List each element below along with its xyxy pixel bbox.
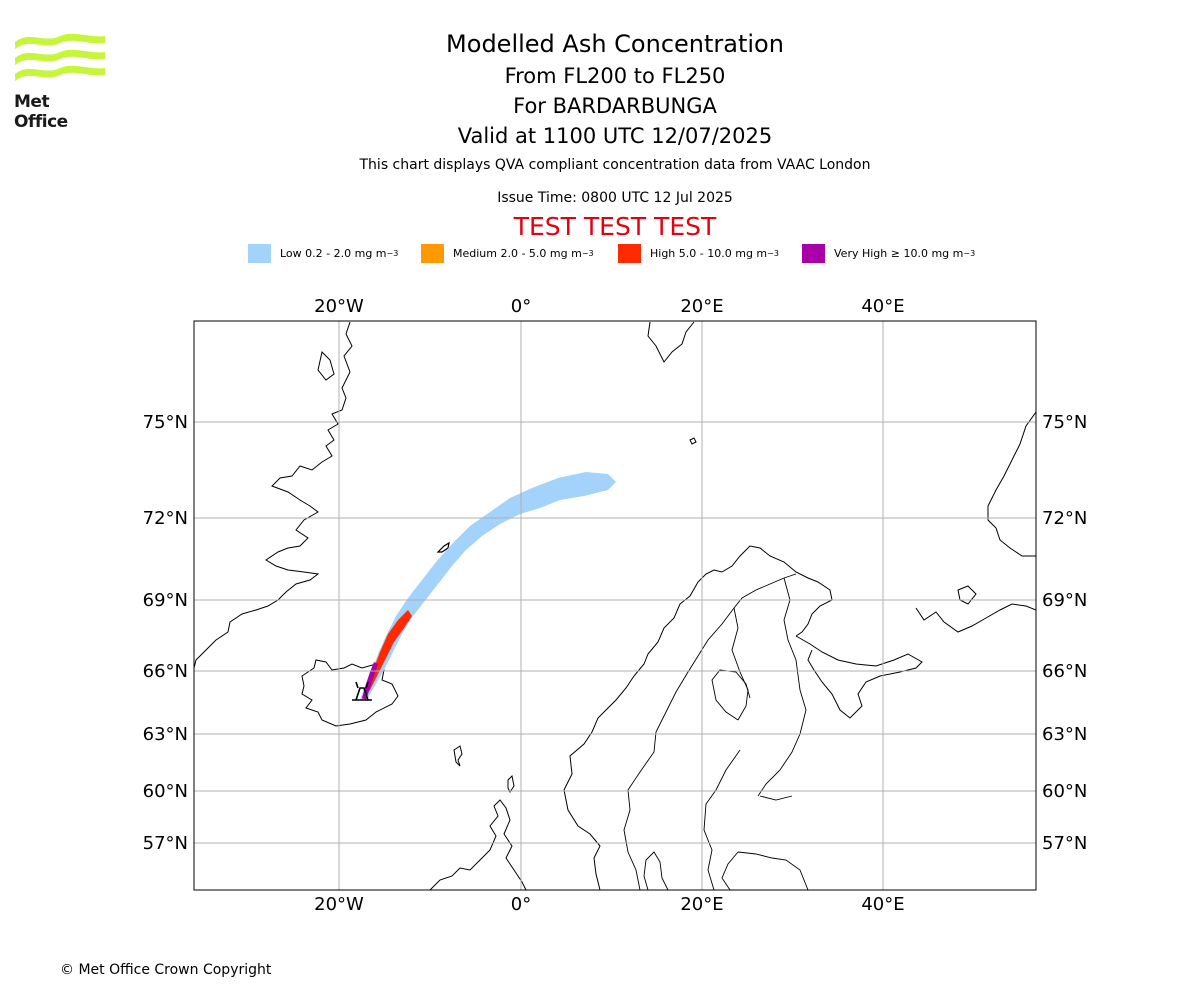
svalbard-coastline — [647, 321, 695, 363]
lat-label-right-60n: 60°N — [1042, 781, 1087, 802]
denmark-coastline — [643, 851, 669, 890]
norway-sweden-border — [623, 573, 797, 890]
lon-label-top-20e: 20°E — [680, 296, 723, 317]
lon-label-bottom-40e: 40°E — [861, 894, 904, 915]
lat-label-right-66n: 66°N — [1042, 661, 1087, 682]
lon-label-bottom-20e: 20°E — [680, 894, 723, 915]
greenland-coastline-north — [317, 351, 335, 381]
legend-item-low: Low 0.2 - 2.0 mg m −3 — [248, 244, 398, 263]
legend-swatch-low — [248, 244, 271, 263]
met-office-logo: Met Office — [14, 30, 108, 132]
legend: Low 0.2 - 2.0 mg m −3 Medium 2.0 - 5.0 mg… — [0, 244, 1200, 264]
legend-exp-low: −3 — [386, 249, 399, 258]
kola-peninsula — [795, 635, 923, 719]
lat-label-left-75n: 75°N — [143, 412, 188, 433]
map-frame — [193, 320, 1037, 891]
qva-notice: This chart displays QVA compliant concen… — [359, 157, 871, 173]
valid-time: Valid at 1100 UTC 12/07/2025 — [457, 124, 773, 148]
kolguev — [957, 585, 977, 605]
volcano-icon — [352, 681, 372, 701]
legend-label-medium: Medium 2.0 - 5.0 mg m — [453, 247, 582, 260]
ash-low-concentration — [360, 472, 616, 700]
issue-time: Issue Time: 0800 UTC 12 Jul 2025 — [497, 190, 733, 206]
lon-label-bottom-20w: 20°W — [314, 894, 364, 915]
bear-island — [689, 437, 697, 445]
chart-title-block: Modelled Ash Concentration From FL200 to… — [315, 28, 915, 151]
lat-label-right-75n: 75°N — [1042, 412, 1087, 433]
shetland-islands — [507, 774, 515, 793]
ash-high-concentration — [362, 610, 412, 700]
logo-wordmark: Met Office — [14, 92, 68, 132]
iceland-coastline — [301, 659, 399, 727]
met-office-waves-icon — [15, 33, 105, 81]
baltic-coast — [703, 749, 741, 890]
legend-swatch-medium — [421, 244, 444, 263]
legend-exp-medium: −3 — [581, 249, 594, 258]
gulf-of-bothnia — [711, 669, 751, 721]
lat-label-left-57n: 57°N — [143, 833, 188, 854]
legend-item-high: High 5.0 - 10.0 mg m −3 — [618, 244, 779, 263]
legend-item-very-high: Very High ≥ 10.0 mg m −3 — [802, 244, 975, 263]
lat-label-right-72n: 72°N — [1042, 508, 1087, 529]
volcano-name: For BARDARBUNGA — [513, 94, 717, 118]
lat-label-left-69n: 69°N — [143, 590, 188, 611]
jan-mayen — [436, 541, 450, 553]
copyright-notice: © Met Office Crown Copyright — [60, 962, 272, 978]
white-sea — [915, 603, 1036, 633]
finland-russia-border — [757, 577, 807, 797]
scotland-coastline — [429, 799, 527, 890]
chart-title: Modelled Ash Concentration — [446, 30, 784, 58]
graticule — [194, 321, 1036, 890]
map-area — [194, 321, 1036, 890]
lon-label-top-0: 0° — [511, 296, 531, 317]
faroe-islands — [453, 745, 463, 767]
lat-label-left-63n: 63°N — [143, 724, 188, 745]
lon-label-top-20w: 20°W — [314, 296, 364, 317]
test-banner: TEST TEST TEST — [513, 212, 717, 241]
scandinavia-coastline — [563, 545, 833, 890]
legend-swatch-high — [618, 244, 641, 263]
legend-label-low: Low 0.2 - 2.0 mg m — [280, 247, 387, 260]
legend-item-medium: Medium 2.0 - 5.0 mg m −3 — [421, 244, 594, 263]
greenland-coastline — [194, 321, 353, 669]
sweden-finland-border — [731, 607, 749, 721]
novaya-zemlya — [987, 411, 1036, 557]
lat-label-left-72n: 72°N — [143, 508, 188, 529]
legend-exp-high: −3 — [767, 249, 779, 258]
lat-label-right-57n: 57°N — [1042, 833, 1087, 854]
lat-label-right-69n: 69°N — [1042, 590, 1087, 611]
lat-label-left-60n: 60°N — [143, 781, 188, 802]
legend-exp-very-high: −3 — [963, 249, 976, 258]
lat-label-right-63n: 63°N — [1042, 724, 1087, 745]
lat-label-left-66n: 66°N — [143, 661, 188, 682]
legend-swatch-very-high — [802, 244, 825, 263]
baltic-states — [721, 795, 809, 890]
lon-label-top-40e: 40°E — [861, 296, 904, 317]
lon-label-bottom-0: 0° — [511, 894, 531, 915]
legend-label-high: High 5.0 - 10.0 mg m — [650, 247, 768, 260]
legend-label-very-high: Very High ≥ 10.0 mg m — [834, 247, 964, 260]
flight-level-range: From FL200 to FL250 — [504, 64, 726, 88]
